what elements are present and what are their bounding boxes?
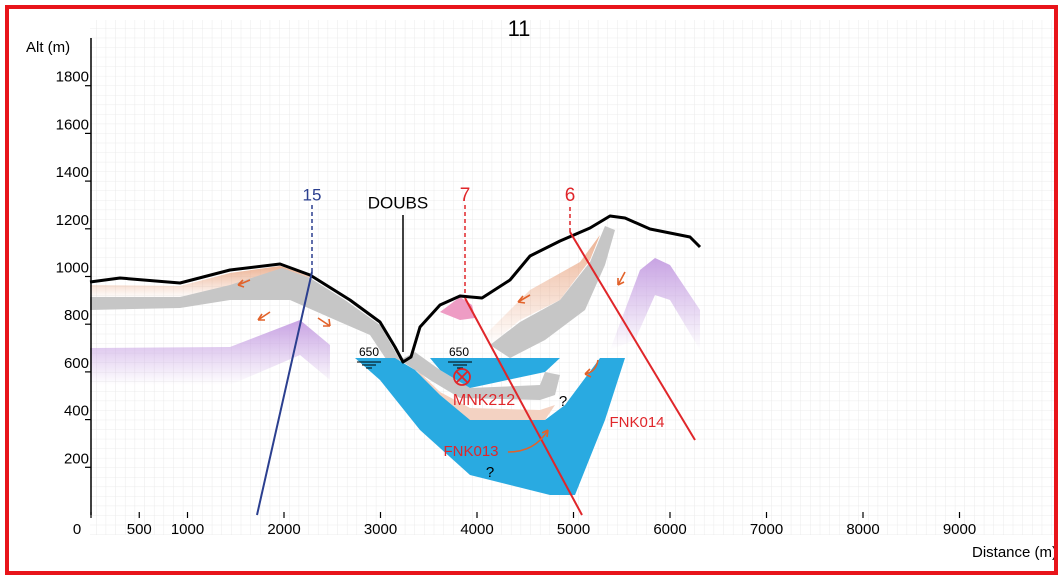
x-tick-label: 7000 xyxy=(750,521,783,538)
y-tick-label: 800 xyxy=(64,307,89,324)
profile-label: 7 xyxy=(460,185,471,206)
x-axis-label: Distance (m) xyxy=(972,544,1057,561)
profile-label: 6 xyxy=(565,185,576,206)
x-tick-label: 4000 xyxy=(460,521,493,538)
y-tick-label: 200 xyxy=(64,450,89,467)
x-tick-label: 5000 xyxy=(557,521,590,538)
water-level: 650 xyxy=(449,345,469,359)
unknown-mark: ? xyxy=(559,393,567,410)
x-tick-label: 9000 xyxy=(943,521,976,538)
y-tick-label: 1000 xyxy=(56,259,89,276)
y-tick-label: 1800 xyxy=(56,69,89,86)
x-tick-label: 2000 xyxy=(267,521,300,538)
well-label: FNK014 xyxy=(609,414,664,431)
profile-label: 15 xyxy=(303,185,322,204)
y-tick-label: 600 xyxy=(64,355,89,372)
cross-section: 1800160014001200100080060040020005001000… xyxy=(0,0,1063,577)
x-tick-label: 3000 xyxy=(364,521,397,538)
y-tick-label: 1400 xyxy=(56,164,89,181)
x-tick-label: 500 xyxy=(127,521,152,538)
y-tick-label: 400 xyxy=(64,403,89,420)
x-tick-label: 1000 xyxy=(171,521,204,538)
unknown-mark: ? xyxy=(486,464,494,481)
x-tick-label: 6000 xyxy=(653,521,686,538)
x-tick-label: 8000 xyxy=(846,521,879,538)
x-tick-label: 0 xyxy=(73,521,81,538)
title: 11 xyxy=(508,16,531,41)
well-label: FNK013 xyxy=(443,443,498,460)
y-tick-label: 1200 xyxy=(56,212,89,229)
water-level: 650 xyxy=(359,345,379,359)
river-label: DOUBS xyxy=(368,193,428,212)
well-label: MNK212 xyxy=(453,392,515,409)
y-tick-label: 1600 xyxy=(56,116,89,133)
y-axis-label: Alt (m) xyxy=(26,39,70,56)
